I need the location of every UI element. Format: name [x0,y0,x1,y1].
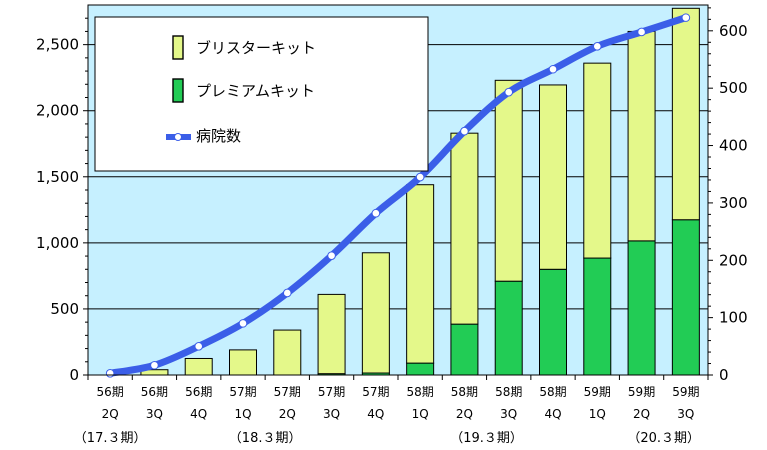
x-tick-label-quarter: 1Q [412,407,429,421]
bar-series [140,7,700,376]
x-tick-label-quarter: 3Q [677,407,694,421]
legend-label-premium: プレミアムキット [196,82,315,100]
fiscal-year-label: （19.３期） [450,431,523,446]
hospitals-point [681,13,691,22]
fiscal-year-label: （18.３期） [229,431,302,446]
x-tick-label-term: 58期 [539,385,566,399]
bar-blister-kit [627,30,656,242]
x-tick-label-term: 58期 [407,385,434,399]
x-axis: 56期 2Q 56期 3Q 56期 4Q 57期 1Q 57期 2Q 57期 3Q 57期 4Q 58期 1Q… [74,375,709,446]
left-tick-label: 1,000 [36,234,79,252]
bar-blister-kit [494,79,523,282]
x-tick-label-term: 59期 [672,385,699,399]
bar-blister-kit [229,349,257,376]
bar-blister-kit [361,252,390,374]
left-tick-label: 500 [50,300,79,318]
x-tick-label-quarter: 1Q [589,407,606,421]
hospitals-point [371,208,381,218]
x-tick-label-term: 57期 [229,385,256,399]
right-y-axis: 0 100 200 300 400 500 600 [708,7,748,384]
bar-premium-kit [539,268,567,376]
hospitals-point [504,87,514,97]
x-tick-label-quarter: 2Q [456,407,473,421]
hospitals-point [415,172,425,182]
bar-blister-kit [450,132,479,325]
x-tick-label-quarter: 3Q [500,407,517,421]
bar-blister-kit [317,293,346,375]
x-tick-label-quarter: 3Q [146,407,163,421]
left-tick-label: 2,000 [36,102,79,120]
bar-blister-kit [539,84,567,270]
hospitals-point [282,288,292,298]
x-tick-label-term: 56期 [97,385,124,399]
legend: ブリスターキット プレミアムキット 病院数 [94,16,429,172]
x-tick-label-quarter: 2Q [633,407,650,421]
left-tick-label: 2,500 [36,36,79,54]
x-tick-label-quarter: 4Q [367,407,384,421]
fiscal-year-label: （20.３期） [627,431,700,446]
bar-premium-kit [494,280,523,376]
hospitals-point [637,27,646,37]
bar-premium-kit [450,323,479,376]
hospitals-point [548,64,558,74]
hospitals-point [592,42,602,51]
right-tick-label: 200 [719,251,748,269]
legend-label-blister: ブリスターキット [196,39,316,57]
x-tick-label-term: 56期 [185,385,212,399]
x-tick-label-quarter: 4Q [190,407,207,421]
right-tick-label: 300 [719,194,748,212]
x-tick-label-quarter: 3Q [323,407,340,421]
legend-swatch-premium [172,78,184,103]
hospitals-point [194,342,204,351]
bar-blister-kit [406,184,435,364]
x-tick-label-quarter: 2Q [279,407,296,421]
line-series [105,13,691,378]
left-y-axis: 0 500 1,000 1,500 2,000 2,500 [36,17,88,384]
bar-blister-kit [583,62,612,259]
hospitals-point [460,126,469,136]
hospitals-point [327,251,336,260]
x-tick-label-term: 57期 [318,385,345,399]
right-tick-label: 0 [719,366,729,384]
x-tick-label-term: 57期 [362,385,389,399]
x-tick-label-term: 58期 [451,385,478,399]
x-tick-label-term: 59期 [584,385,611,399]
bar-premium-kit [583,257,612,376]
bar-blister-kit [671,7,700,221]
right-tick-label: 500 [719,79,748,97]
bar-blister-kit [273,329,302,376]
left-tick-label: 0 [69,366,79,384]
bar-premium-kit [406,362,435,376]
x-tick-label-quarter: 4Q [544,407,561,421]
legend-label-hospitals: 病院数 [196,127,241,145]
x-tick-label-quarter: 2Q [102,407,119,421]
right-tick-label: 100 [719,309,748,327]
right-tick-label: 400 [719,137,748,155]
legend-swatch-blister [172,35,184,60]
fiscal-year-label: （17.３期） [74,431,147,446]
x-tick-label-term: 58期 [495,385,522,399]
x-tick-label-quarter: 1Q [234,407,251,421]
left-tick-label: 1,500 [36,168,79,186]
hospitals-point [105,368,115,378]
x-tick-label-term: 56期 [141,385,168,399]
bar-premium-kit [627,240,656,376]
right-tick-label: 600 [719,22,748,40]
bar-premium-kit [671,219,700,376]
hospitals-point [238,319,248,328]
bar-blister-kit [184,357,213,376]
x-tick-label-term: 57期 [274,385,301,399]
hospitals-point [150,360,159,370]
legend-box [94,16,429,172]
x-tick-label-term: 59期 [628,385,655,399]
legend-marker-hospitals [174,133,182,141]
